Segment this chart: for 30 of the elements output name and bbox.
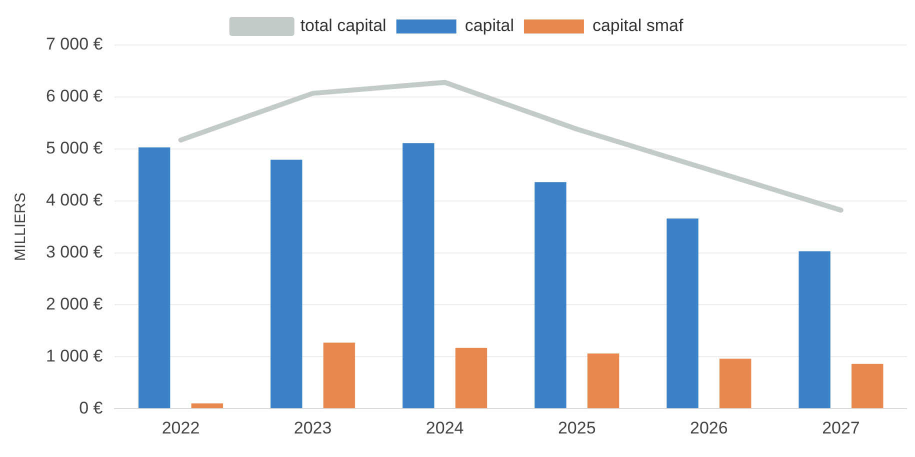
x-tick-label: 2022	[162, 418, 200, 438]
x-tick-label: 2025	[558, 418, 596, 438]
bar	[402, 143, 434, 408]
bar	[191, 403, 223, 408]
bar	[666, 218, 698, 408]
bar	[270, 160, 302, 408]
x-tick-label: 2023	[294, 418, 332, 438]
y-tick-label: 3 000 €	[46, 242, 104, 262]
legend-label: capital	[464, 16, 514, 36]
bar	[719, 358, 752, 408]
y-tick-label: 2 000 €	[46, 294, 104, 314]
y-tick-label: 0 €	[79, 398, 104, 418]
y-tick-label: 7 000 €	[46, 34, 104, 54]
y-tick-label: 1 000 €	[46, 346, 104, 366]
bar	[852, 364, 884, 408]
bar	[323, 342, 356, 408]
y-tick-label: 5 000 €	[46, 138, 104, 158]
bar	[798, 251, 830, 408]
bar	[138, 147, 170, 408]
bar	[455, 348, 488, 408]
y-tick-label: 6 000 €	[46, 86, 104, 106]
bar	[534, 182, 566, 408]
legend-label: capital smaf	[592, 16, 684, 36]
x-tick-label: 2026	[690, 418, 728, 438]
x-tick-label: 2024	[426, 418, 464, 438]
bar	[587, 354, 620, 408]
y-axis-title: MILLIERS	[12, 192, 30, 261]
legend-label: total capital	[300, 16, 386, 36]
y-tick-label: 4 000 €	[46, 190, 104, 210]
x-tick-label: 2027	[822, 418, 860, 438]
